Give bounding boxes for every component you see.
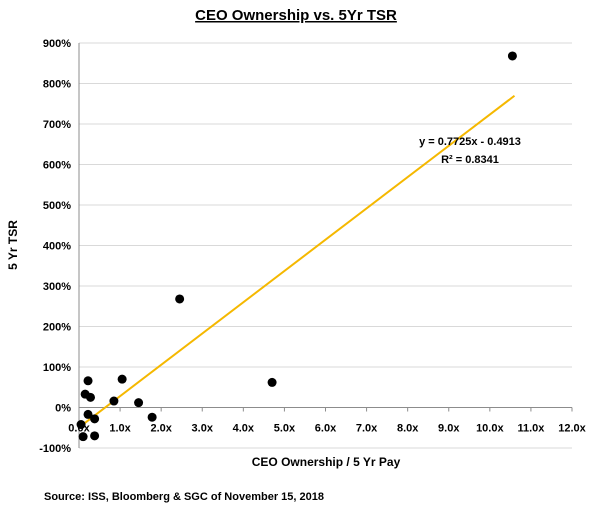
data-point [134, 398, 144, 408]
x-tick-label: 6.0x [315, 423, 337, 435]
y-tick-label: 700% [43, 119, 71, 131]
trendline-group [82, 94, 516, 426]
data-point [90, 414, 100, 424]
data-point [86, 392, 96, 402]
y-tick-label: 900% [43, 38, 71, 50]
data-point [76, 420, 86, 430]
y-tick-labels: -100% 0% 100% 200% 300% 400% 500% 600% 700% 800% 9… [39, 38, 71, 455]
x-tick-label: 1.0x [109, 423, 131, 435]
x-tick-label: 10.0x [476, 423, 504, 435]
trendline [82, 94, 516, 426]
data-point [90, 431, 100, 441]
x-axis-title: CEO Ownership / 5 Yr Pay [252, 455, 401, 469]
x-tick-label: 11.0x [517, 423, 545, 435]
x-tick-label: 2.0x [150, 423, 172, 435]
data-points [76, 51, 517, 442]
x-tick-label: 5.0x [274, 423, 296, 435]
x-tick-label: 8.0x [397, 423, 419, 435]
x-tick-label: 12.0x [558, 423, 586, 435]
source-note: Source: ISS, Bloomberg & SGC of November… [44, 491, 324, 503]
y-tick-label: 200% [43, 322, 71, 334]
x-tick-labels: 0.0x1.0x2.0x3.0x4.0x5.0x6.0x7.0x8.0x9.0x… [68, 423, 586, 435]
x-tick-label: 3.0x [192, 423, 214, 435]
chart-title: CEO Ownership vs. 5Yr TSR [195, 7, 397, 24]
gridlines [79, 42, 572, 449]
axes [78, 43, 573, 448]
y-tick-label: 600% [43, 160, 71, 172]
x-tick-label: 7.0x [356, 423, 378, 435]
y-tick-label: 0% [55, 403, 71, 415]
trendline-r-squared: R² = 0.8341 [441, 154, 499, 166]
data-point [78, 432, 88, 442]
data-point [117, 374, 127, 384]
x-tick-label: 9.0x [438, 423, 460, 435]
y-tick-label: 400% [43, 241, 71, 253]
data-point [147, 412, 157, 422]
data-point [175, 294, 185, 304]
y-tick-label: 500% [43, 200, 71, 212]
data-point [83, 376, 93, 386]
data-point [267, 377, 277, 387]
y-axis-title: 5 Yr TSR [6, 220, 20, 270]
y-tick-label: 300% [43, 281, 71, 293]
y-tick-label: -100% [39, 443, 71, 455]
data-point [507, 51, 517, 61]
y-tick-label: 800% [43, 79, 71, 91]
x-tick-label: 4.0x [233, 423, 255, 435]
data-point [109, 396, 119, 406]
trendline-equation: y = 0.7725x - 0.4913 [419, 136, 521, 148]
y-tick-label: 100% [43, 362, 71, 374]
data-point [83, 409, 93, 419]
